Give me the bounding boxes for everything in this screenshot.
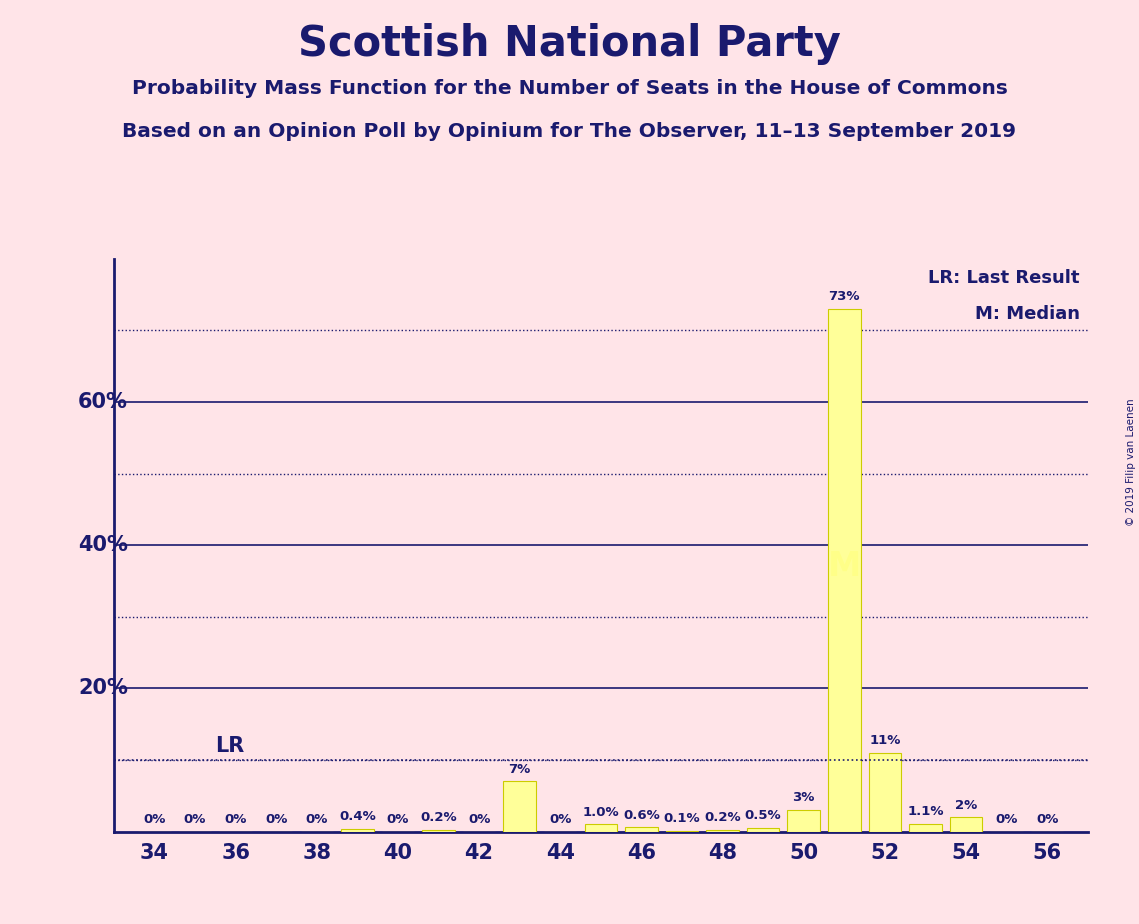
Text: Based on an Opinion Poll by Opinium for The Observer, 11–13 September 2019: Based on an Opinion Poll by Opinium for … [123,122,1016,141]
Text: 0.6%: 0.6% [623,808,659,821]
Text: LR: LR [215,736,245,757]
Bar [584,824,617,832]
Text: 0%: 0% [995,813,1018,826]
Text: 1.0%: 1.0% [582,806,620,819]
Text: 0%: 0% [549,813,572,826]
Text: M: M [828,550,861,583]
Text: M: Median: M: Median [975,305,1080,323]
Text: 40%: 40% [79,535,128,555]
Text: 2%: 2% [954,798,977,811]
Bar [342,829,374,832]
Text: © 2019 Filip van Laenen: © 2019 Filip van Laenen [1126,398,1136,526]
Text: 0.4%: 0.4% [339,810,376,823]
Bar [909,823,942,832]
Text: Scottish National Party: Scottish National Party [298,23,841,65]
Text: 60%: 60% [79,392,128,412]
Text: 7%: 7% [508,762,531,776]
Text: Probability Mass Function for the Number of Seats in the House of Commons: Probability Mass Function for the Number… [132,79,1007,98]
Text: 73%: 73% [828,290,860,303]
Text: 0%: 0% [224,813,247,826]
Text: 0%: 0% [468,813,490,826]
Bar [747,828,779,832]
Bar [787,810,820,832]
Text: 0.1%: 0.1% [664,812,700,825]
Text: 0%: 0% [265,813,287,826]
Text: 3%: 3% [793,791,814,805]
Bar [503,782,535,832]
Bar [950,817,982,832]
Text: 1.1%: 1.1% [907,805,944,818]
Text: LR: Last Result: LR: Last Result [928,270,1080,287]
Text: 0%: 0% [305,813,328,826]
Text: 0.2%: 0.2% [704,811,740,824]
Bar [706,830,739,832]
Text: 11%: 11% [869,734,901,748]
Bar [869,753,901,832]
Bar [828,309,860,832]
Text: 20%: 20% [79,678,128,699]
Text: 0%: 0% [183,813,206,826]
Text: 0%: 0% [387,813,409,826]
Text: 0%: 0% [144,813,165,826]
Text: 0.2%: 0.2% [420,811,457,824]
Text: 0.5%: 0.5% [745,809,781,822]
Text: 0%: 0% [1036,813,1058,826]
Bar [423,830,454,832]
Bar [625,827,657,832]
